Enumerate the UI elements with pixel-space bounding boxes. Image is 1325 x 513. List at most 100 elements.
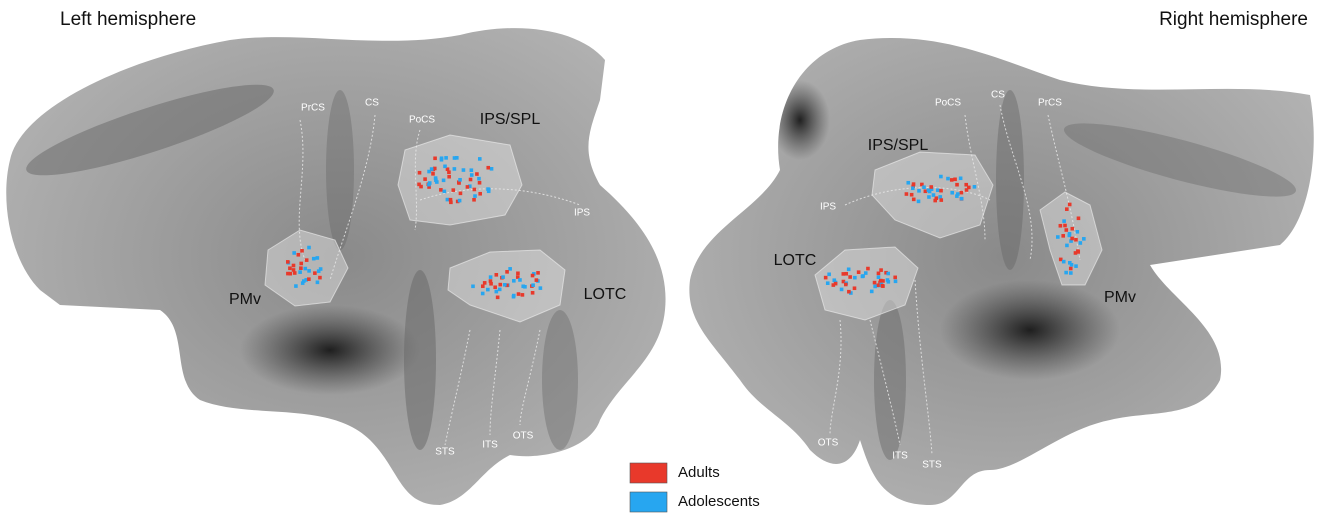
- peak-dot: [1077, 216, 1081, 220]
- peak-dot: [478, 181, 482, 185]
- peak-dot: [1079, 241, 1083, 245]
- peak-dot: [316, 281, 320, 285]
- figure: Left hemisphereIPS/SPLPMvLOTCPrCSCSPoCSI…: [0, 0, 1325, 513]
- peak-dot: [873, 285, 877, 289]
- peak-dot: [501, 275, 505, 279]
- peak-dot: [912, 198, 916, 202]
- peak-dot: [1056, 235, 1060, 239]
- peak-dot: [475, 172, 479, 176]
- peak-dot: [471, 284, 475, 288]
- peak-dot: [462, 168, 466, 172]
- peak-dot: [516, 271, 520, 275]
- peak-dot: [917, 200, 921, 204]
- peak-dot: [453, 156, 457, 160]
- peak-dot: [439, 188, 443, 192]
- peak-dot: [517, 292, 521, 296]
- peak-dot: [523, 285, 527, 289]
- peak-dot: [293, 271, 297, 275]
- legend-swatch: [630, 463, 667, 483]
- peak-dot: [929, 185, 933, 189]
- peak-dot: [877, 272, 881, 276]
- peak-dot: [832, 283, 836, 287]
- region-label: LOTC: [774, 252, 817, 269]
- peak-dot: [887, 280, 891, 284]
- legend-label: Adolescents: [678, 493, 760, 510]
- peak-dot: [498, 288, 502, 292]
- peak-dot: [307, 269, 311, 273]
- peak-dot: [472, 198, 476, 202]
- peak-dot: [1064, 271, 1068, 275]
- peak-dot: [466, 185, 470, 189]
- peak-dot: [927, 195, 931, 199]
- peak-dot: [1062, 260, 1066, 264]
- peak-dot: [288, 266, 292, 270]
- peak-dot: [299, 262, 303, 266]
- peak-dot: [512, 294, 516, 298]
- peak-dot: [313, 271, 317, 275]
- sulcus-label: STS: [922, 460, 942, 471]
- peak-dot: [922, 185, 926, 189]
- peak-dot: [847, 267, 851, 271]
- peak-dot: [531, 291, 535, 295]
- peak-dot: [483, 281, 487, 285]
- peak-dot: [431, 172, 435, 176]
- peak-dot: [1062, 219, 1066, 223]
- peak-dot: [493, 285, 497, 289]
- peak-dot: [879, 268, 883, 272]
- peak-dot: [498, 283, 502, 287]
- hemisphere-title: Right hemisphere: [1159, 9, 1308, 30]
- peak-dot: [512, 279, 516, 283]
- peak-dot: [292, 264, 296, 268]
- peak-dot: [307, 246, 311, 250]
- peak-dot: [1064, 228, 1068, 232]
- peak-dot: [535, 278, 539, 282]
- peak-dot: [1059, 224, 1063, 228]
- peak-dot: [870, 290, 874, 294]
- peak-dot: [847, 290, 851, 294]
- region-label: PMv: [229, 291, 261, 308]
- peak-dot: [894, 280, 898, 284]
- peak-dot: [960, 197, 964, 201]
- peak-dot: [853, 276, 857, 280]
- peak-dot: [518, 278, 522, 282]
- peak-dot: [478, 192, 482, 196]
- sulcus-label: CS: [365, 98, 379, 109]
- peak-dot: [1074, 251, 1078, 255]
- body: Left hemisphereIPS/SPLPMvLOTCPrCSCSPoCSI…: [0, 0, 1325, 513]
- peak-dot: [939, 175, 943, 179]
- region-label: IPS/SPL: [868, 137, 929, 154]
- peak-dot: [477, 177, 481, 181]
- peak-dot: [458, 199, 462, 203]
- peak-dot: [1074, 264, 1078, 268]
- peak-dot: [1065, 244, 1069, 248]
- peak-dot: [827, 272, 831, 276]
- peak-dot: [824, 276, 828, 280]
- peak-dot: [1082, 237, 1086, 241]
- peak-dot: [1076, 230, 1080, 234]
- peak-dot: [300, 249, 304, 253]
- peak-dot: [841, 272, 845, 276]
- peak-dot: [312, 257, 316, 261]
- peak-dot: [950, 191, 954, 195]
- peak-dot: [489, 279, 493, 283]
- sulcus-label: IPS: [574, 208, 590, 219]
- peak-dot: [453, 167, 457, 171]
- peak-dot: [433, 156, 437, 160]
- peak-dot: [826, 281, 830, 285]
- peak-dot: [531, 274, 535, 278]
- peak-dot: [458, 178, 462, 182]
- peak-dot: [481, 284, 485, 288]
- peak-dot: [917, 189, 921, 193]
- peak-dot: [495, 273, 499, 277]
- peak-dot: [939, 189, 943, 193]
- peak-dot: [853, 286, 857, 290]
- peak-dot: [1069, 271, 1073, 275]
- peak-dot: [955, 183, 959, 187]
- peak-dot: [478, 157, 482, 161]
- peak-dot: [430, 167, 434, 171]
- peak-dot: [950, 178, 954, 182]
- peak-dot: [959, 176, 963, 180]
- peak-dot: [1074, 238, 1078, 242]
- peak-dot: [960, 191, 964, 195]
- peak-dot: [508, 267, 512, 271]
